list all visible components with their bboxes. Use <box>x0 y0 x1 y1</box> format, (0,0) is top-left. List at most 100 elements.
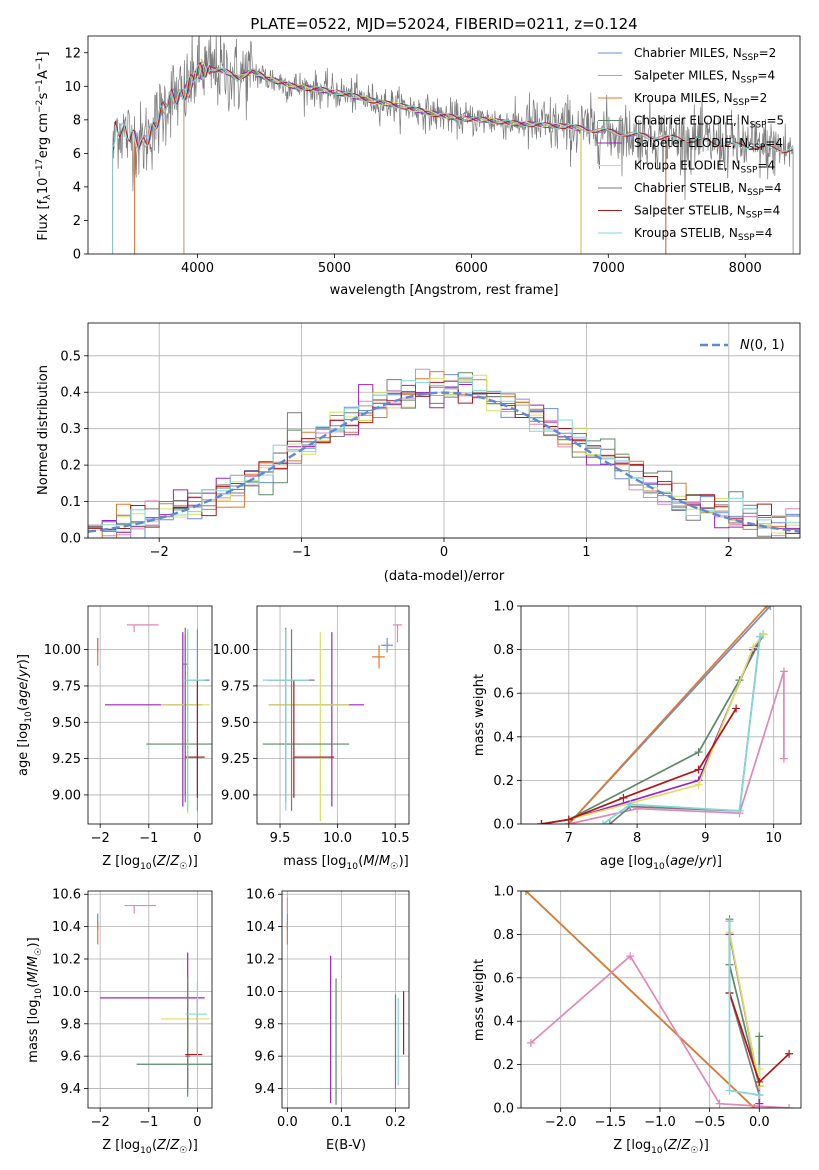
label-part: age [log <box>16 723 31 776</box>
y-tick-label: 10.4 <box>246 920 275 935</box>
plot-area <box>112 36 794 254</box>
x-tick-label: 5000 <box>318 261 351 276</box>
label-part: ☉ <box>390 862 398 872</box>
y-tick-label: 9.25 <box>52 752 81 767</box>
y-tick-label: 0.2 <box>493 774 514 789</box>
residuals-y-label: Normed distribution <box>36 365 51 495</box>
label-part: ( <box>16 706 31 711</box>
x-tick-label: −2 <box>150 545 169 560</box>
legend-label-sub: SSP <box>742 53 759 63</box>
age-mass-x-label: mass [log10 (M/M☉ )] <box>283 854 408 872</box>
x-tick-label: 0 <box>193 1115 201 1130</box>
y-tick-label: 0.8 <box>493 643 514 658</box>
y-label-part: erg cm <box>36 113 51 158</box>
legend-label-salpeter-miles: Salpeter MILES, NSSP=4 <box>634 69 775 86</box>
frame: −2 −1 0 9.00 9.25 9.50 9.75 10.00 <box>44 605 213 846</box>
y-tick-label: 10.0 <box>246 985 275 1000</box>
y-label-part: ] <box>36 51 51 56</box>
y-tick-label: 0.2 <box>493 1058 514 1073</box>
y-label-part: 10 <box>36 178 51 195</box>
marker-salpeter-stelib <box>732 704 741 713</box>
label-part: )] <box>399 854 409 869</box>
marker-chabrier-miles <box>766 606 775 610</box>
y-tick-label: 9.25 <box>221 752 250 767</box>
x-tick-label: 0.0 <box>277 1115 298 1130</box>
label-part: / <box>16 677 31 682</box>
point-salpeter-miles <box>126 624 159 633</box>
label-part: Z [log <box>613 1138 651 1153</box>
legend-label-main: Kroupa STELIB, N <box>634 226 738 240</box>
legend-label-main: Chabrier STELIB, N <box>634 181 747 195</box>
model-line-kroupa-elodie <box>183 60 582 254</box>
marker-salpeter-miles <box>526 1038 535 1047</box>
point-salpeter-elodie <box>100 952 205 1087</box>
point-kroupa-stelib <box>262 629 309 811</box>
x-tick-label: 6000 <box>455 261 488 276</box>
marker-chabrier-elodie <box>755 1032 764 1041</box>
x-tick-label: 0.2 <box>385 1115 406 1130</box>
y-tick-label: 0.0 <box>493 1102 514 1117</box>
y-tick-label: 9.00 <box>221 788 250 803</box>
legend-label-sub: SSP <box>741 76 758 86</box>
plot-area <box>286 897 405 1105</box>
y-tick-label: 9.6 <box>60 1050 81 1065</box>
y-tick-label: 0.0 <box>60 532 81 547</box>
marker-salpeter-miles <box>785 1104 794 1108</box>
age-vs-mass-panel: 9.5 10.0 10.5 9.00 9.25 9.50 9.75 10.00 mass [lo… <box>213 605 410 872</box>
label-part: M <box>26 971 41 982</box>
label-part: ( <box>358 854 363 869</box>
plot-area <box>88 368 800 538</box>
y-tick-label: 0.1 <box>60 495 81 510</box>
line-kroupa-miles <box>525 891 755 1108</box>
y-label-part: −1 <box>35 57 45 70</box>
label-part: M <box>379 854 390 869</box>
legend-label-part: (0, 1) <box>750 338 785 353</box>
line-kroupa-stelib <box>602 636 761 824</box>
label-part: )] <box>188 854 198 869</box>
label-part: / <box>677 1138 682 1153</box>
frame: −2 −1 0 9.4 9.6 9.8 10.0 10.2 10.4 10.6 <box>52 888 213 1130</box>
marker-salpeter-stelib <box>537 820 546 824</box>
model-line-kroupa-stelib <box>112 64 794 254</box>
point-kroupa-elodie <box>268 632 350 822</box>
y-tick-label: 0.5 <box>60 349 81 364</box>
legend-label-sub: SSP <box>741 166 758 176</box>
y-tick-label: 10.00 <box>213 643 250 658</box>
label-part: 10 <box>140 1146 152 1156</box>
x-tick-label: 0 <box>440 545 448 560</box>
point-kroupa-miles <box>372 645 385 669</box>
plot-area <box>537 606 788 824</box>
marker-kroupa-stelib <box>756 632 765 641</box>
label-part: Z <box>156 1138 167 1153</box>
label-part: ( <box>152 1138 157 1153</box>
y-tick-label: 10.00 <box>44 643 81 658</box>
marker-kroupa-stelib <box>735 806 744 815</box>
y-tick-label: 10.2 <box>246 953 275 968</box>
spectrum-x-label: wavelength [Angstrom, rest frame] <box>330 283 559 298</box>
y-label-part: −17 <box>35 159 45 178</box>
label-part: age <box>670 854 694 869</box>
y-tick-label: 9.50 <box>221 716 250 731</box>
label-part: Z <box>680 1138 691 1153</box>
line-salpeter-miles <box>530 954 790 1108</box>
y-tick-label: 10.4 <box>52 920 81 935</box>
x-tick-label: −1 <box>139 1115 158 1130</box>
mw-z-y-label: mass weight <box>472 959 487 1041</box>
point-kroupa-stelib <box>185 981 208 1063</box>
legend-label-sub: SSP <box>733 98 750 108</box>
y-tick-label: 0.4 <box>493 1015 514 1030</box>
legend-label-part: N <box>740 338 750 353</box>
mass-vs-extinction-panel: 0.0 0.1 0.2 9.4 9.6 9.8 10.0 10.2 10.4 10.6 E(B-V) <box>246 888 410 1153</box>
label-part: / <box>26 966 41 971</box>
y-tick-label: 9.50 <box>52 716 81 731</box>
frame: 9.5 10.0 10.5 9.00 9.25 9.50 9.75 10.00 <box>213 605 410 846</box>
label-part: )] <box>188 1138 198 1153</box>
point-kroupa-stelib <box>185 629 205 811</box>
x-tick-label: −1 <box>292 545 311 560</box>
y-tick-label: 2 <box>73 214 81 229</box>
label-part: )] <box>26 937 41 947</box>
label-part: ( <box>663 1138 668 1153</box>
label-part: M <box>26 956 41 967</box>
frame: 7 8 9 10 0.0 0.2 0.4 0.6 0.8 1.0 <box>493 600 802 846</box>
